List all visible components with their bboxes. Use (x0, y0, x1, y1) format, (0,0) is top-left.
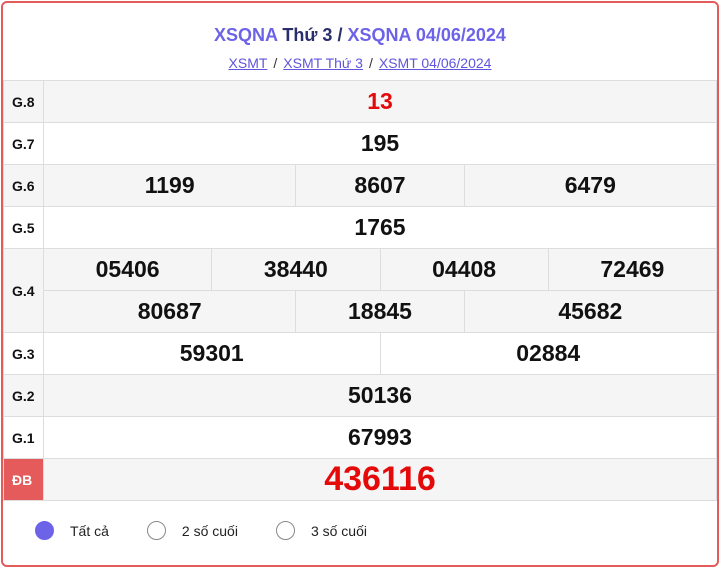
breadcrumb-xsmt-date[interactable]: XSMT 04/06/2024 (378, 55, 492, 71)
row-g7: G.7 195 (3, 122, 717, 165)
prize-number: 8607 (295, 164, 465, 207)
filter-label: 3 số cuối (310, 522, 367, 539)
prize-number: 05406 (42, 248, 213, 291)
filter-last-3[interactable]: 3 số cuối (275, 521, 367, 540)
filter-label: 2 số cuối (181, 522, 238, 539)
prize-label: G.4 (3, 248, 44, 333)
row-g4b: 80687 18845 45682 (4, 290, 717, 333)
prize-number: 195 (43, 122, 717, 165)
prize-number: 1199 (42, 164, 297, 207)
prize-label: G.2 (3, 374, 44, 417)
prize-number: 02884 (379, 332, 717, 375)
prize-number: 45682 (463, 290, 717, 333)
prize-label: G.5 (3, 206, 44, 249)
prize-number: 59301 (43, 332, 381, 375)
prize-label: G.6 (3, 164, 44, 207)
row-g2: G.2 50136 (3, 374, 717, 417)
prize-number: 50136 (43, 374, 717, 417)
breadcrumb-sep: / (368, 55, 373, 71)
prize-number: 1765 (43, 206, 717, 249)
row-g5: G.5 1765 (3, 206, 717, 249)
radio-icon[interactable] (275, 521, 295, 540)
digit-filter: Tất cả 2 số cuối 3 số cuối (35, 521, 405, 540)
results-table: G.8 13 G.7 195 G.6 1199 8607 6479 G.5 1765 G.4… (3, 80, 717, 501)
prize-label: G.3 (3, 332, 44, 375)
prize-number: 18845 (295, 290, 465, 333)
breadcrumb-xsmt-weekday[interactable]: XSMT Thứ 3 (283, 55, 363, 71)
row-g3: G.3 59301 02884 (3, 332, 717, 375)
prize-label: ĐB (3, 458, 44, 501)
filter-last-2[interactable]: 2 số cuối (146, 521, 238, 540)
title-sep: / (337, 25, 343, 45)
filter-all[interactable]: Tất cả (35, 521, 109, 540)
breadcrumb-xsmt[interactable]: XSMT (228, 55, 268, 71)
filter-label: Tất cả (70, 522, 109, 539)
prize-label: G.8 (3, 80, 44, 123)
prize-number: 13 (43, 80, 717, 123)
prize-label: G.7 (3, 122, 44, 165)
prize-label: G.1 (3, 416, 44, 459)
row-g8: G.8 13 (3, 80, 717, 123)
special-prize-number: 436116 (43, 458, 717, 501)
radio-icon[interactable] (146, 521, 166, 540)
row-g1: G.1 67993 (3, 416, 717, 459)
breadcrumb-sep: / (273, 55, 278, 71)
title-date: XSQNA 04/06/2024 (347, 25, 506, 45)
radio-selected-icon[interactable] (35, 521, 54, 540)
prize-number: 04408 (379, 248, 549, 291)
prize-number: 72469 (547, 248, 717, 291)
breadcrumb: XSMT / XSMT Thứ 3 / XSMT 04/06/2024 (3, 55, 717, 71)
row-special: ĐB 436116 (3, 458, 717, 501)
page-title: XSQNA Thứ 3 / XSQNA 04/06/2024 (3, 25, 717, 46)
title-weekday: Thứ 3 (282, 25, 333, 45)
row-g6: G.6 1199 8607 6479 (3, 164, 717, 207)
title-province: XSQNA (214, 25, 278, 45)
prize-number: 6479 (463, 164, 717, 207)
prize-number: 67993 (43, 416, 717, 459)
row-g4a: G.4 05406 38440 04408 72469 (3, 248, 717, 333)
prize-number: 38440 (211, 248, 381, 291)
prize-number: 80687 (42, 290, 297, 333)
